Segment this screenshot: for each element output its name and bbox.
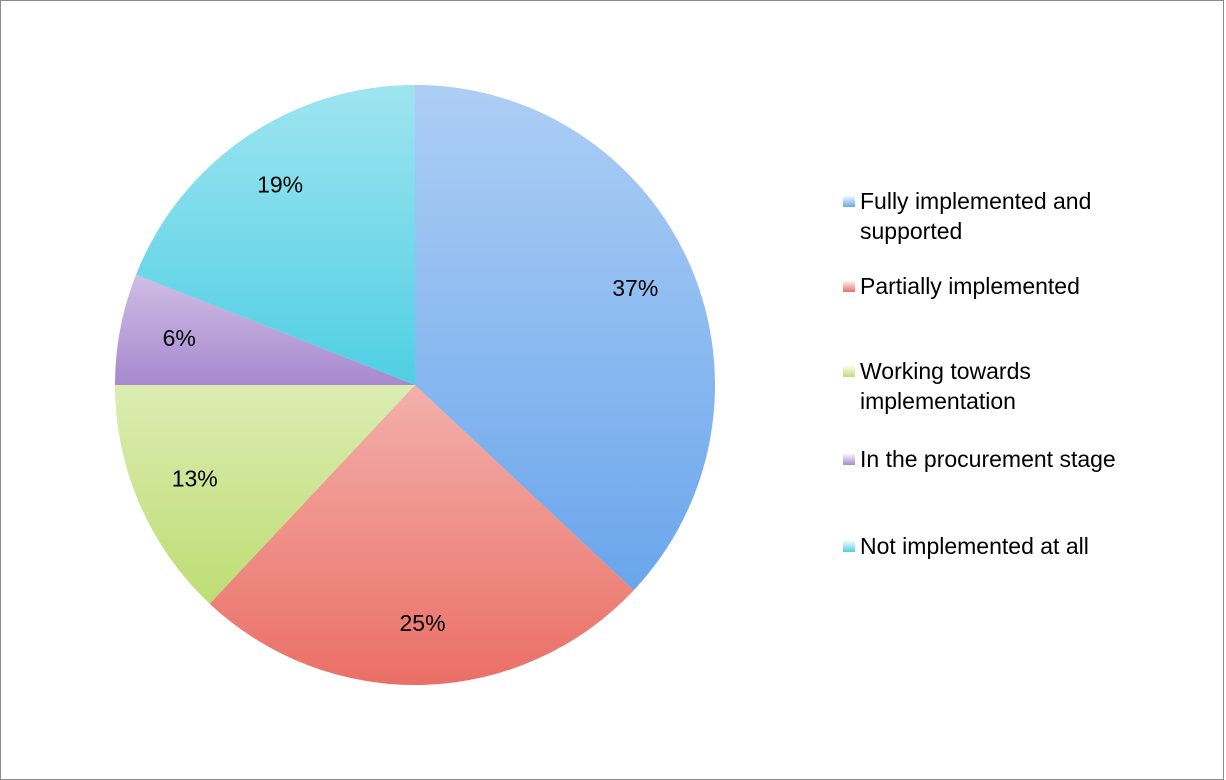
legend-entry: Partially implemented [843,271,1180,301]
data-label: 37% [612,275,658,301]
legend-label: Working towards implementation [860,358,1031,414]
data-label: 13% [172,465,218,491]
data-label: 25% [400,610,446,636]
legend-swatch [843,453,855,465]
legend-label: Fully implemented and supported [860,188,1092,244]
legend-entry: Fully implemented and supported [843,186,1180,246]
data-label: 6% [163,325,196,351]
legend-entry: Not implemented at all [843,531,1180,561]
legend-swatch [843,195,855,207]
legend-swatch [843,540,855,552]
data-label: 19% [257,172,303,198]
legend-swatch [843,280,855,292]
legend-entry: Working towards implementation [843,356,1180,416]
legend-label: Partially implemented [860,273,1080,299]
legend-label: In the procurement stage [860,446,1116,472]
legend-label: Not implemented at all [860,533,1089,559]
legend-entry: In the procurement stage [843,444,1180,474]
legend-swatch [843,365,855,377]
